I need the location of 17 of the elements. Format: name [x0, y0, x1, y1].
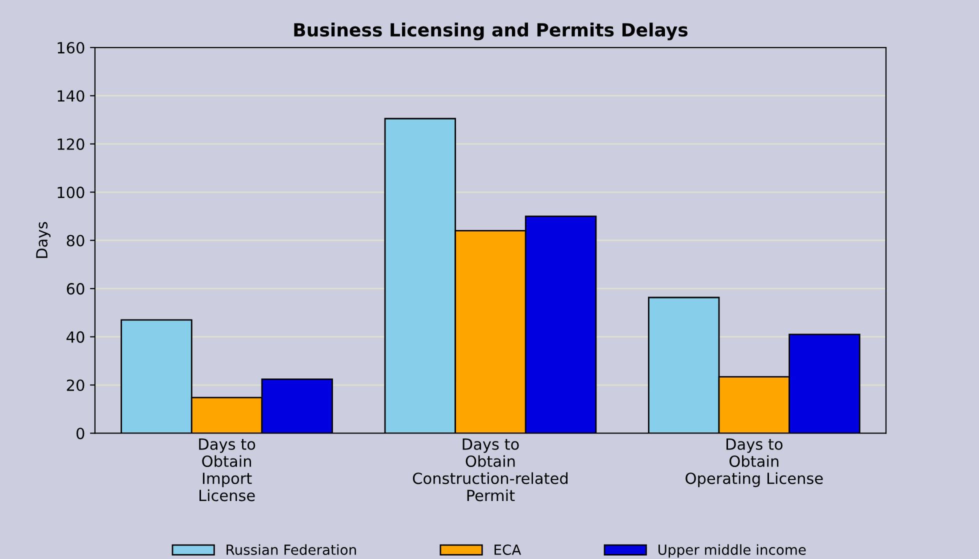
y-tick-label: 120 [58, 138, 84, 150]
chart-title: Business Licensing and Permits Delays [294, 22, 688, 40]
y-tick-label: 60 [66, 283, 84, 295]
y-axis-title: Days [36, 222, 51, 258]
y-tick-label: 20 [66, 379, 84, 392]
y-tick-label: 40 [66, 331, 84, 343]
legend-label: ECA [494, 544, 522, 555]
y-tick-label: 160 [58, 42, 84, 54]
x-tick-label: Days to Obtain Operating License [686, 438, 823, 488]
y-tick-label: 0 [76, 428, 84, 440]
y-tick-label: 140 [58, 90, 84, 102]
legend-label: Russian Federation [226, 544, 356, 555]
y-tick-label: 80 [66, 234, 84, 246]
x-tick-label: Days to Obtain Import License [199, 438, 256, 502]
x-tick-label: Days to Obtain Construction-related Permit [412, 438, 568, 502]
legend-label: Upper middle income [658, 544, 806, 558]
y-tick-label: 100 [58, 186, 84, 198]
